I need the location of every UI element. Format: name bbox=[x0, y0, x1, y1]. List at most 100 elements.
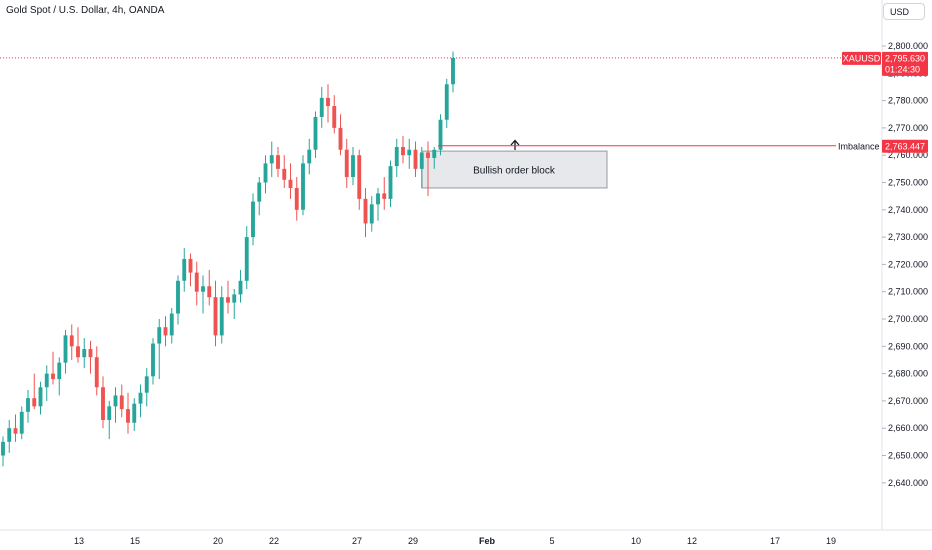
y-tick-label: 2,640.000 bbox=[888, 478, 928, 488]
candle-body bbox=[376, 193, 380, 205]
candle bbox=[419, 147, 424, 188]
y-tick-label: 2,750.000 bbox=[888, 178, 928, 188]
candle bbox=[226, 280, 230, 314]
candle-body bbox=[88, 349, 93, 358]
y-tick-label: 2,680.000 bbox=[888, 369, 928, 379]
symbol-tag bbox=[842, 51, 881, 65]
candle-body bbox=[19, 411, 24, 434]
candle bbox=[132, 398, 137, 431]
candle bbox=[432, 147, 437, 169]
candle-body bbox=[251, 201, 255, 238]
candle-body bbox=[57, 362, 62, 380]
candle bbox=[176, 275, 180, 325]
order-block-label: Bullish order block bbox=[473, 166, 556, 177]
candle bbox=[338, 114, 343, 156]
y-tick-label: 2,760.000 bbox=[888, 150, 928, 160]
order-block-layer: Bullish order block bbox=[421, 139, 608, 189]
candle bbox=[426, 141, 430, 197]
candle-body bbox=[51, 373, 55, 380]
x-tick-label: 13 bbox=[74, 536, 84, 546]
candle-body bbox=[276, 155, 280, 169]
candle bbox=[194, 261, 199, 306]
x-tick-label: 29 bbox=[408, 536, 418, 546]
arrow-up-icon bbox=[510, 139, 520, 150]
x-tick-label: 27 bbox=[352, 536, 362, 546]
y-tick-label: 2,770.000 bbox=[888, 123, 928, 133]
x-tick-label: 20 bbox=[213, 536, 223, 546]
candle-body bbox=[382, 193, 387, 199]
candle-body bbox=[13, 428, 18, 434]
candle-body bbox=[301, 163, 305, 210]
candle-body bbox=[288, 179, 293, 188]
candle-body bbox=[82, 349, 87, 358]
candle-body bbox=[63, 335, 68, 363]
candle-body bbox=[144, 376, 149, 393]
currency-selector[interactable]: USD bbox=[883, 3, 925, 20]
candle bbox=[19, 406, 24, 440]
candle-body bbox=[444, 84, 449, 120]
imbalance-label: Imbalance bbox=[838, 141, 880, 151]
candle bbox=[388, 160, 393, 208]
order-block-zone bbox=[421, 150, 608, 189]
y-tick-label: 2,800.000 bbox=[888, 41, 928, 51]
candle-body bbox=[313, 116, 318, 150]
candle-body bbox=[244, 237, 249, 281]
candle bbox=[138, 384, 143, 418]
x-tick-label: 5 bbox=[549, 536, 554, 546]
candle bbox=[51, 351, 55, 385]
candle-body bbox=[101, 387, 105, 421]
candle bbox=[26, 389, 30, 423]
candle-body bbox=[426, 152, 430, 158]
y-tick-label: 2,650.000 bbox=[888, 451, 928, 461]
candle bbox=[407, 138, 412, 169]
candle bbox=[219, 286, 224, 344]
candle-body bbox=[319, 97, 324, 117]
x-tick-label: 10 bbox=[631, 536, 641, 546]
candle bbox=[344, 138, 349, 188]
candle bbox=[151, 338, 155, 385]
candle bbox=[301, 155, 305, 216]
candle-body bbox=[207, 286, 212, 298]
candle bbox=[282, 155, 287, 188]
candle-body bbox=[1, 441, 5, 456]
candle-body bbox=[401, 147, 405, 156]
candle bbox=[157, 319, 162, 380]
candle-body bbox=[407, 149, 412, 156]
candle bbox=[201, 275, 205, 314]
candle bbox=[263, 155, 268, 194]
imbalance-price-tag bbox=[882, 139, 928, 153]
candle bbox=[169, 308, 174, 344]
candle-body bbox=[332, 106, 337, 128]
candle-body bbox=[126, 409, 130, 423]
grid bbox=[0, 0, 932, 531]
candle bbox=[288, 163, 293, 199]
candle bbox=[363, 187, 368, 238]
candle bbox=[163, 316, 168, 347]
candle bbox=[113, 387, 118, 423]
candle-body bbox=[113, 395, 118, 407]
candle-body bbox=[282, 168, 287, 180]
candle bbox=[444, 78, 449, 128]
imbalance-price-value: 2,763.447 bbox=[885, 141, 925, 151]
candle bbox=[376, 187, 380, 221]
candle-body bbox=[263, 163, 268, 183]
candle bbox=[307, 138, 312, 175]
candle-body bbox=[369, 204, 374, 224]
candle bbox=[1, 436, 5, 467]
candle-body bbox=[432, 149, 437, 158]
candle-body bbox=[326, 97, 330, 107]
y-tick-label: 2,730.000 bbox=[888, 232, 928, 242]
candle bbox=[13, 414, 18, 442]
candle-body bbox=[269, 155, 274, 164]
x-tick-label: 15 bbox=[130, 536, 140, 546]
candle-body bbox=[438, 119, 443, 150]
candle bbox=[82, 338, 87, 369]
candle-body bbox=[238, 280, 243, 295]
candle-body bbox=[94, 357, 99, 388]
candle bbox=[313, 111, 318, 158]
candle bbox=[257, 177, 262, 216]
candle bbox=[244, 226, 249, 289]
y-tick-label: 2,720.000 bbox=[888, 259, 928, 269]
candle-body bbox=[413, 149, 418, 169]
